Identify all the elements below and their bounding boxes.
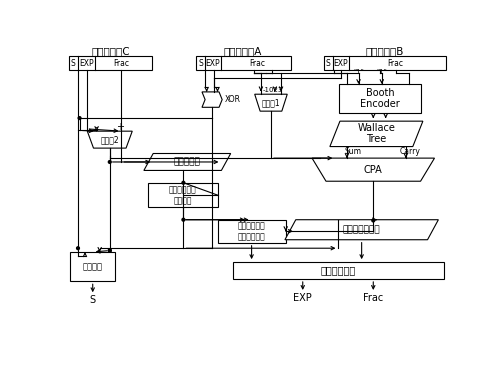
Text: オペランドC: オペランドC	[91, 46, 130, 56]
Text: オペランドA: オペランドA	[224, 46, 262, 56]
Text: 符号計算: 符号計算	[82, 262, 102, 271]
Text: Tree: Tree	[366, 134, 386, 144]
Text: XOR: XOR	[224, 95, 240, 104]
Polygon shape	[285, 220, 438, 240]
Text: リーディング: リーディング	[238, 222, 266, 230]
Text: Frac: Frac	[114, 59, 130, 68]
Polygon shape	[144, 153, 231, 170]
Text: Booth: Booth	[366, 88, 394, 98]
Text: "1": "1"	[353, 69, 364, 75]
Text: EXP: EXP	[206, 59, 220, 68]
Text: Sum: Sum	[344, 147, 362, 156]
Text: S: S	[71, 59, 76, 68]
FancyBboxPatch shape	[233, 262, 444, 279]
Text: S: S	[198, 59, 203, 68]
Circle shape	[108, 249, 111, 252]
Text: Wallace: Wallace	[358, 124, 396, 134]
Text: アダー2: アダー2	[100, 135, 119, 144]
Circle shape	[76, 247, 80, 250]
FancyBboxPatch shape	[339, 84, 420, 113]
Text: 左右シフタ: 左右シフタ	[174, 158, 201, 166]
Text: Encoder: Encoder	[360, 99, 400, 109]
Text: S: S	[90, 295, 96, 305]
FancyBboxPatch shape	[196, 56, 291, 70]
Text: ゼロカウンタ: ゼロカウンタ	[238, 232, 266, 241]
Text: "1": "1"	[376, 69, 387, 75]
Circle shape	[108, 160, 111, 163]
Circle shape	[78, 117, 81, 120]
Circle shape	[372, 219, 374, 222]
Text: Frac: Frac	[363, 293, 384, 303]
Text: リーディング: リーディング	[169, 185, 196, 194]
Text: Frac: Frac	[388, 59, 404, 68]
FancyBboxPatch shape	[70, 252, 115, 281]
Text: EXP: EXP	[294, 293, 312, 303]
Circle shape	[108, 249, 111, 252]
Text: CPA: CPA	[364, 164, 382, 175]
Polygon shape	[330, 121, 423, 146]
Polygon shape	[254, 94, 287, 111]
Text: Frac: Frac	[249, 59, 265, 68]
Circle shape	[182, 218, 185, 221]
Polygon shape	[88, 131, 132, 148]
Polygon shape	[312, 158, 434, 181]
Text: 正規化左シフタ: 正規化左シフタ	[343, 225, 380, 234]
Text: Carry: Carry	[400, 147, 421, 156]
Text: -1023: -1023	[262, 87, 282, 93]
FancyBboxPatch shape	[218, 220, 286, 243]
Text: -: -	[95, 122, 98, 132]
Polygon shape	[202, 92, 222, 107]
Text: ゼロ予測: ゼロ予測	[174, 196, 192, 205]
Text: +: +	[116, 122, 124, 132]
FancyBboxPatch shape	[68, 56, 152, 70]
Text: EXP: EXP	[79, 59, 94, 68]
Text: S: S	[326, 59, 330, 68]
Text: アダー1: アダー1	[262, 98, 280, 107]
Text: 丸めロジック: 丸めロジック	[321, 266, 356, 276]
Text: オペランドB: オペランドB	[366, 46, 404, 56]
Text: EXP: EXP	[334, 59, 348, 68]
FancyBboxPatch shape	[148, 183, 218, 208]
FancyBboxPatch shape	[324, 56, 446, 70]
Circle shape	[182, 181, 185, 184]
